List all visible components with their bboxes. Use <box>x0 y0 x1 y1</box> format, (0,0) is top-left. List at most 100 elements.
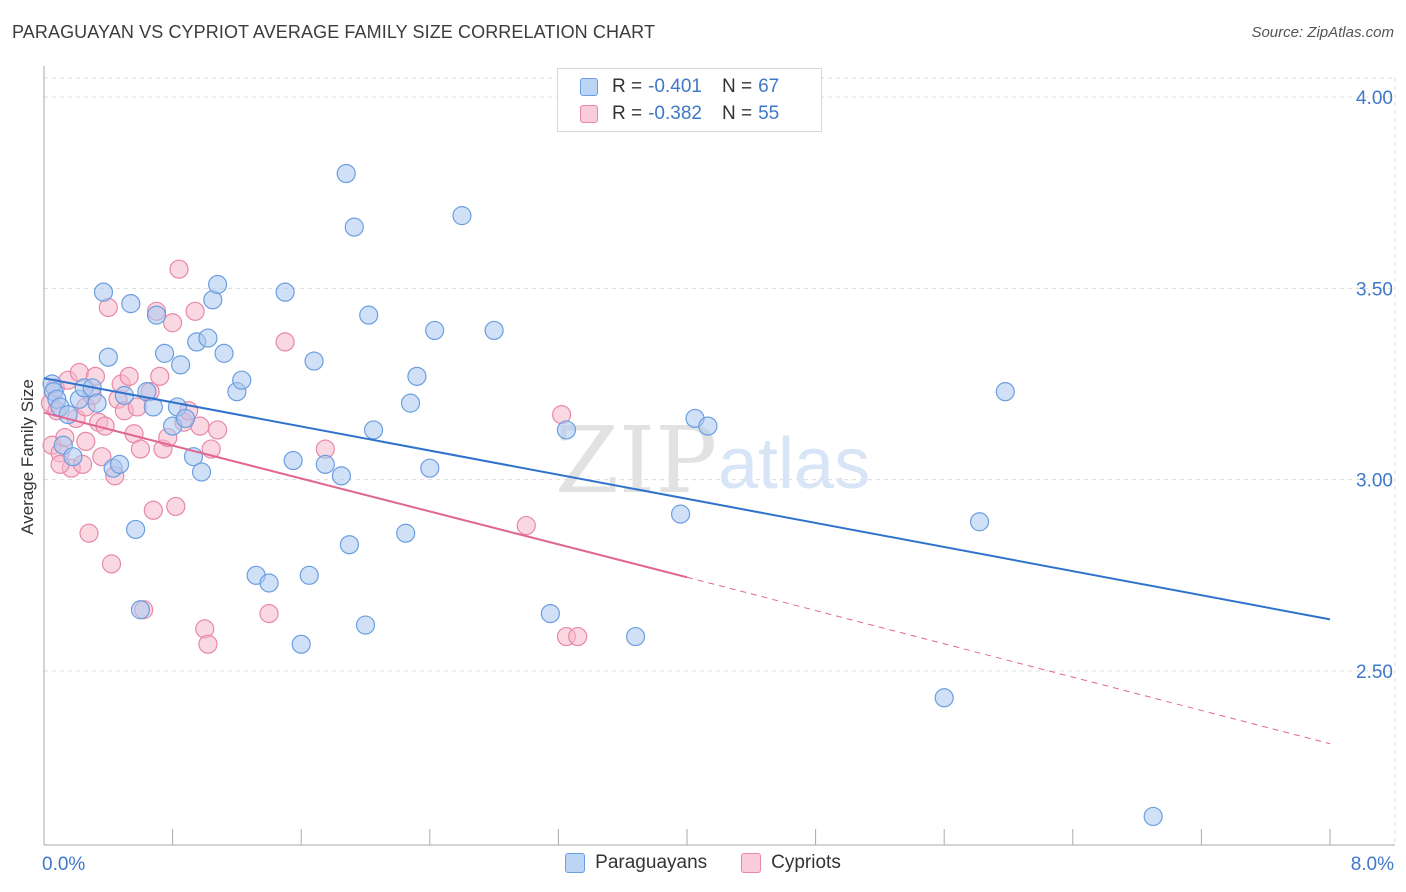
paraguayans-point-46 <box>339 535 360 555</box>
cypriots-point-35 <box>166 496 186 517</box>
paraguayans-point-51 <box>396 523 416 543</box>
paraguayans-point-37 <box>259 573 279 593</box>
legend-row-cypriots: R = -0.382 N = 55 <box>580 101 779 127</box>
cypriots-swatch <box>580 105 598 123</box>
cypriots-point-19 <box>101 554 122 574</box>
y-axis-label: Average Family Size <box>18 379 37 535</box>
paraguayans-point-50 <box>363 420 384 440</box>
x-tick-label-max: 8.0% <box>1351 854 1394 875</box>
paraguayans-point-26 <box>175 408 196 429</box>
paraguayans-point-12 <box>98 347 118 367</box>
y-tick-labels: 2.50 3.00 3.50 4.00 <box>1356 88 1393 683</box>
source-label: Source: ZipAtlas.com <box>1251 24 1394 41</box>
paraguayans-point-38 <box>275 282 295 302</box>
n-value: 55 <box>758 103 780 124</box>
paraguayans-point-63 <box>698 416 718 436</box>
paraguayans-point-56 <box>452 206 472 226</box>
paraguayans-point-6 <box>63 447 83 467</box>
paraguayans-point-54 <box>420 458 440 478</box>
paraguayans-point-60 <box>625 626 646 647</box>
cypriots-point-42 <box>198 634 218 654</box>
trend-lines <box>43 377 1331 745</box>
paraguayans-point-44 <box>331 466 351 486</box>
n-label: N = <box>721 76 753 97</box>
paraguayans-point-40 <box>291 634 311 654</box>
paraguayans-point-53 <box>407 366 427 386</box>
paraguayans-point-30 <box>198 328 218 348</box>
legend-label-cypriots: Cypriots <box>771 852 841 873</box>
stats-legend: R = -0.401 N = 67 R = -0.382 N = 55 <box>557 68 822 132</box>
paraguayans-swatch <box>565 853 586 873</box>
paraguayans-point-32 <box>208 274 228 295</box>
paraguayans-point-10 <box>87 393 107 413</box>
cypriots-point-26 <box>130 439 151 459</box>
cypriots-point-29 <box>143 500 163 520</box>
y-tick-label-2: 3.50 <box>1356 279 1393 300</box>
cypriots-trend-extension <box>686 576 1331 745</box>
cypriots-point-39 <box>185 301 205 321</box>
cypriots-point-44 <box>208 420 228 440</box>
watermark-atlas: atlas <box>718 424 870 504</box>
r-value: -0.401 <box>648 76 702 97</box>
n-label: N = <box>721 103 753 124</box>
r-label: R = <box>612 76 643 97</box>
paraguayans-point-55 <box>425 320 445 341</box>
cypriots-trend-line <box>43 411 688 579</box>
legend-row-paraguayans: R = -0.401 N = 67 <box>580 74 779 100</box>
cypriots-point-48 <box>516 515 536 536</box>
cypriots-point-36 <box>169 259 189 279</box>
paraguayans-point-47 <box>344 217 364 237</box>
paraguayans-point-64 <box>934 688 954 708</box>
paraguayans-point-14 <box>109 454 130 474</box>
paraguayans-point-21 <box>146 305 167 325</box>
paraguayans-point-57 <box>484 320 504 341</box>
paraguayans-point-39 <box>283 450 303 471</box>
paraguayans-point-29 <box>191 462 212 482</box>
r-value: -0.382 <box>648 103 702 124</box>
paraguayans-swatch <box>580 78 598 96</box>
legend-item-paraguayans[interactable]: Paraguayans <box>565 852 707 874</box>
y-tick-label-3: 4.00 <box>1356 88 1393 109</box>
paraguayans-point-33 <box>214 343 234 363</box>
paraguayans-point-41 <box>299 565 319 585</box>
cypriots-point-16 <box>92 447 112 467</box>
paraguayans-point-25 <box>171 355 191 375</box>
legend-label-paraguayans: Paraguayans <box>595 852 708 873</box>
paraguayans-point-61 <box>670 504 691 524</box>
cypriots-point-53 <box>76 431 96 451</box>
x-tick-label-min: 0.0% <box>42 854 85 875</box>
paraguayans-point-11 <box>93 282 114 302</box>
paraguayans-trend-line <box>43 377 1331 621</box>
cypriots-point-12 <box>79 523 99 543</box>
paraguayans-point-49 <box>359 305 379 325</box>
paraguayans-point-22 <box>154 343 175 363</box>
paraguayans-point-67 <box>1143 806 1163 827</box>
paraguayans-point-66 <box>995 382 1015 402</box>
series-legend: Paraguayans Cypriots <box>0 852 1406 874</box>
axes <box>43 66 1395 846</box>
chart-title: PARAGUAYAN VS CYPRIOT AVERAGE FAMILY SIZ… <box>12 22 656 42</box>
cypriots-point-46 <box>275 332 295 352</box>
cypriots-point-24 <box>119 366 139 386</box>
y-tick-label-0: 2.50 <box>1356 662 1393 683</box>
cypriots-point-51 <box>568 626 588 647</box>
paraguayans-point-48 <box>355 615 376 635</box>
paraguayans-point-52 <box>400 393 421 413</box>
paraguayans-point-45 <box>336 163 356 184</box>
paraguayans-point-17 <box>126 519 146 540</box>
paraguayans-point-35 <box>232 370 252 390</box>
cypriots-swatch <box>741 853 762 873</box>
paraguayans-point-59 <box>556 420 577 440</box>
paraguayans-point-43 <box>315 454 335 474</box>
n-value: 67 <box>758 76 780 97</box>
paraguayans-point-65 <box>969 512 990 532</box>
paraguayans-point-42 <box>304 351 324 371</box>
r-label: R = <box>612 103 643 124</box>
cypriots-point-45 <box>259 603 279 624</box>
paraguayans-point-58 <box>540 603 560 624</box>
cypriots-point-34 <box>163 313 183 333</box>
legend-item-cypriots[interactable]: Cypriots <box>741 852 841 874</box>
cypriots-point-31 <box>150 366 170 386</box>
paraguayans-point-18 <box>130 600 151 620</box>
